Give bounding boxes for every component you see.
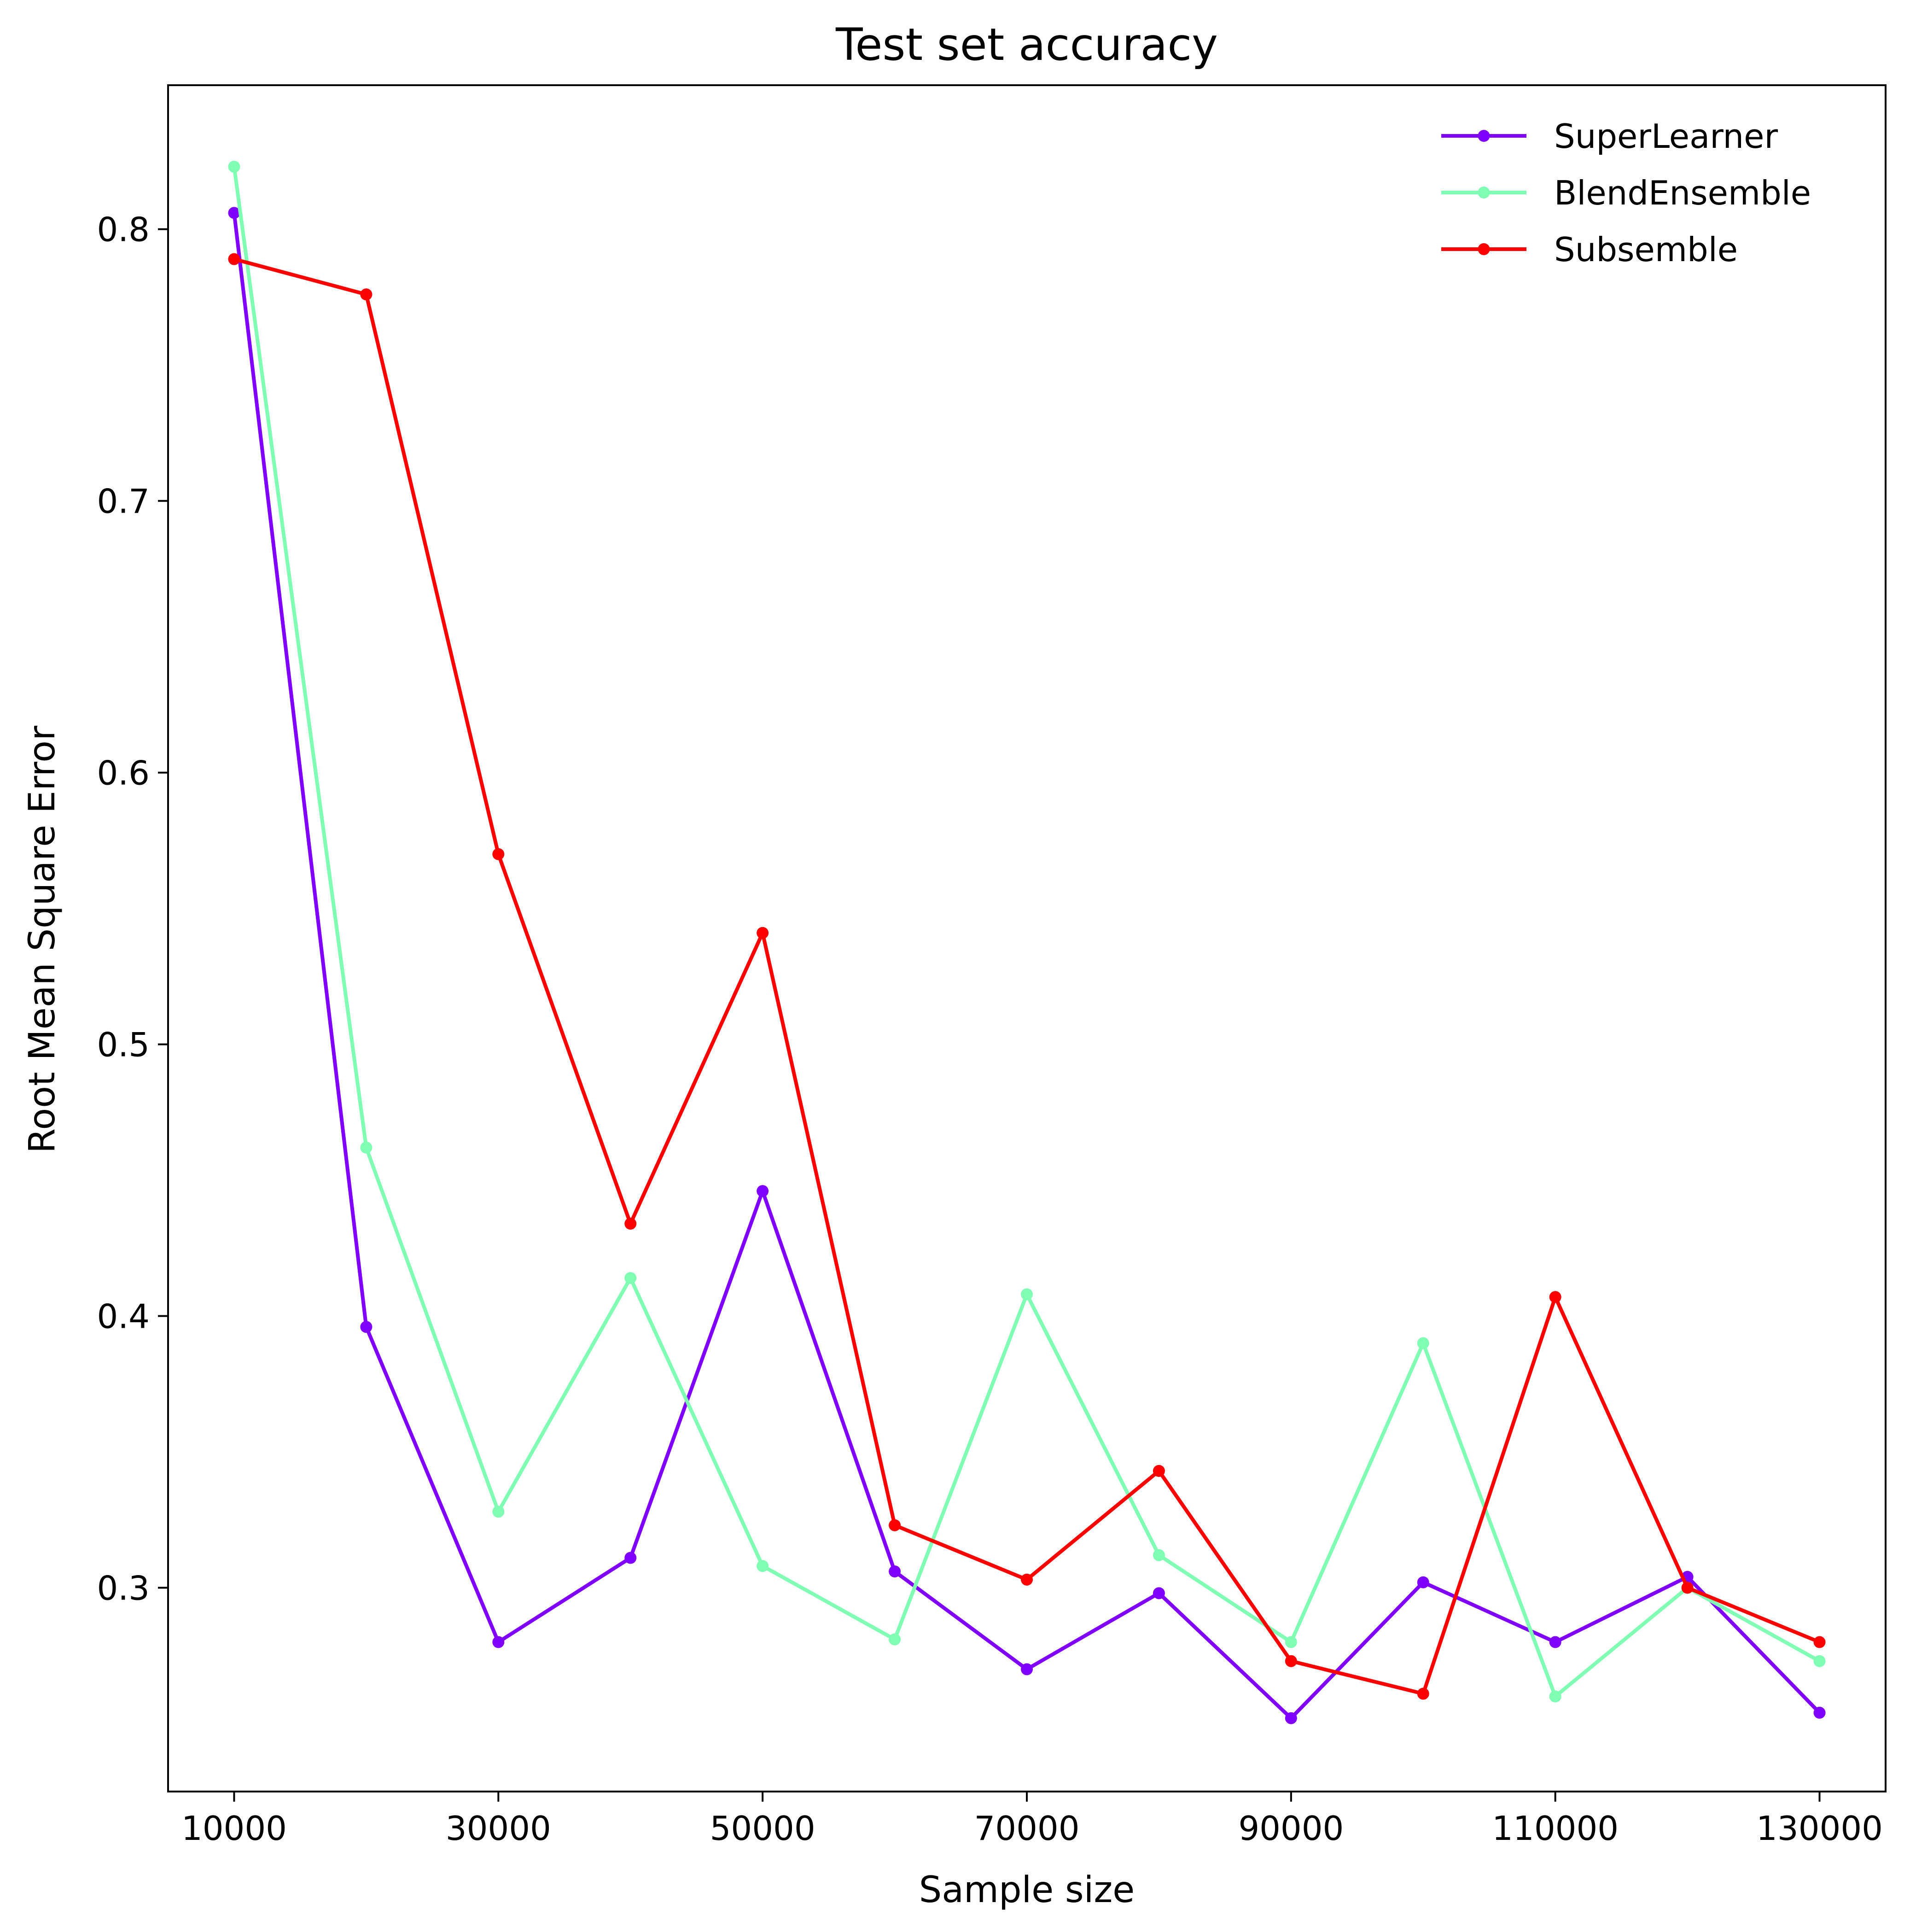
x-tick-label: 30000 (446, 1809, 551, 1848)
data-point (624, 1272, 637, 1284)
x-axis-label: Sample size (919, 1869, 1135, 1911)
legend-label: SuperLearner (1554, 117, 1778, 156)
data-point (1417, 1687, 1429, 1700)
x-tick-label: 110000 (1492, 1809, 1619, 1848)
series-SuperLearner (228, 207, 1826, 1724)
data-point (1549, 1690, 1561, 1703)
y-axis-label: Root Mean Square Error (22, 725, 63, 1153)
data-point (1285, 1655, 1297, 1667)
data-point (1021, 1573, 1033, 1586)
data-point (492, 1506, 505, 1518)
y-tick-label: 0.6 (97, 754, 150, 793)
data-point (624, 1217, 637, 1230)
data-point (1417, 1337, 1429, 1349)
data-point (1021, 1288, 1033, 1301)
x-tick-label: 10000 (181, 1809, 287, 1848)
data-point (1549, 1636, 1561, 1648)
data-point (360, 1141, 373, 1154)
legend: SuperLearner BlendEnsemble Subsemble (1441, 117, 1811, 269)
data-point (228, 160, 240, 173)
x-tick-label: 70000 (974, 1809, 1079, 1848)
x-tick-label: 130000 (1756, 1809, 1883, 1848)
data-point (889, 1565, 901, 1578)
data-point (1813, 1655, 1826, 1667)
x-tick-label: 90000 (1238, 1809, 1344, 1848)
y-tick-label: 0.3 (97, 1569, 150, 1608)
data-point (624, 1552, 637, 1564)
legend-item-BlendEnsemble: BlendEnsemble (1441, 174, 1811, 212)
axes-layer: 10000 30000 50000 70000 90000 110000 130000 0.3… (97, 84, 1887, 1848)
legend-item-SuperLearner: SuperLearner (1441, 117, 1778, 156)
y-tick-label: 0.7 (97, 482, 150, 521)
data-point (228, 253, 240, 265)
data-point (1813, 1636, 1826, 1648)
legend-label: BlendEnsemble (1554, 174, 1811, 212)
data-point (1285, 1636, 1297, 1648)
plot-area (168, 85, 1886, 1792)
data-point (1153, 1587, 1165, 1599)
data-point (889, 1633, 901, 1646)
data-point (1021, 1663, 1033, 1675)
data-point (757, 927, 769, 939)
data-point (360, 1321, 373, 1333)
y-tick-label: 0.5 (97, 1026, 150, 1064)
data-point (1417, 1576, 1429, 1588)
data-point (492, 1636, 505, 1648)
y-tick-label: 0.4 (97, 1297, 150, 1336)
data-point (757, 1560, 769, 1572)
data-point (1285, 1712, 1297, 1724)
data-point (889, 1519, 901, 1531)
data-point (492, 848, 505, 860)
x-tick-label: 50000 (710, 1809, 815, 1848)
legend-swatch-marker (1478, 130, 1490, 142)
data-point (757, 1185, 769, 1197)
legend-swatch-marker (1478, 187, 1490, 198)
plot-background (168, 85, 1886, 1792)
data-point (228, 207, 240, 219)
data-point (1153, 1549, 1165, 1561)
data-point (360, 288, 373, 301)
legend-label: Subsemble (1554, 230, 1738, 269)
series-Subsemble (228, 253, 1826, 1700)
legend-item-Subsemble: Subsemble (1441, 230, 1738, 269)
series-layer (228, 160, 1826, 1724)
data-point (1153, 1465, 1165, 1477)
legend-swatch-marker (1478, 243, 1490, 255)
chart-title: Test set accuracy (835, 19, 1218, 70)
series-BlendEnsemble (228, 160, 1826, 1703)
data-point (1549, 1291, 1561, 1303)
data-point (1681, 1582, 1694, 1594)
y-tick-label: 0.8 (97, 210, 150, 249)
data-point (1813, 1706, 1826, 1719)
